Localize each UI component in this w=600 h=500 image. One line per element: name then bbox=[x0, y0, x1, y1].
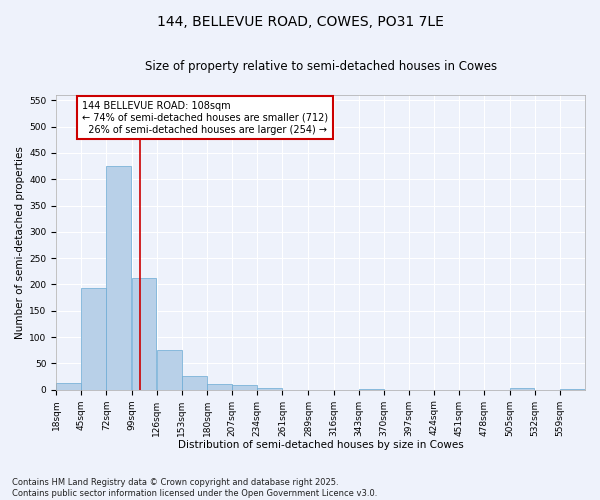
X-axis label: Distribution of semi-detached houses by size in Cowes: Distribution of semi-detached houses by … bbox=[178, 440, 463, 450]
Y-axis label: Number of semi-detached properties: Number of semi-detached properties bbox=[15, 146, 25, 339]
Bar bbox=[232, 385, 257, 390]
Bar bbox=[359, 388, 383, 390]
Bar bbox=[106, 166, 131, 390]
Bar bbox=[131, 278, 157, 390]
Bar bbox=[81, 288, 106, 390]
Text: 144 BELLEVUE ROAD: 108sqm
← 74% of semi-detached houses are smaller (712)
  26% : 144 BELLEVUE ROAD: 108sqm ← 74% of semi-… bbox=[82, 102, 328, 134]
Text: Contains HM Land Registry data © Crown copyright and database right 2025.
Contai: Contains HM Land Registry data © Crown c… bbox=[12, 478, 377, 498]
Bar bbox=[182, 376, 206, 390]
Bar bbox=[509, 388, 535, 390]
Bar bbox=[560, 388, 585, 390]
Bar bbox=[257, 388, 282, 390]
Bar bbox=[157, 350, 182, 390]
Bar bbox=[56, 384, 81, 390]
Title: Size of property relative to semi-detached houses in Cowes: Size of property relative to semi-detach… bbox=[145, 60, 497, 73]
Text: 144, BELLEVUE ROAD, COWES, PO31 7LE: 144, BELLEVUE ROAD, COWES, PO31 7LE bbox=[157, 15, 443, 29]
Bar bbox=[207, 384, 232, 390]
